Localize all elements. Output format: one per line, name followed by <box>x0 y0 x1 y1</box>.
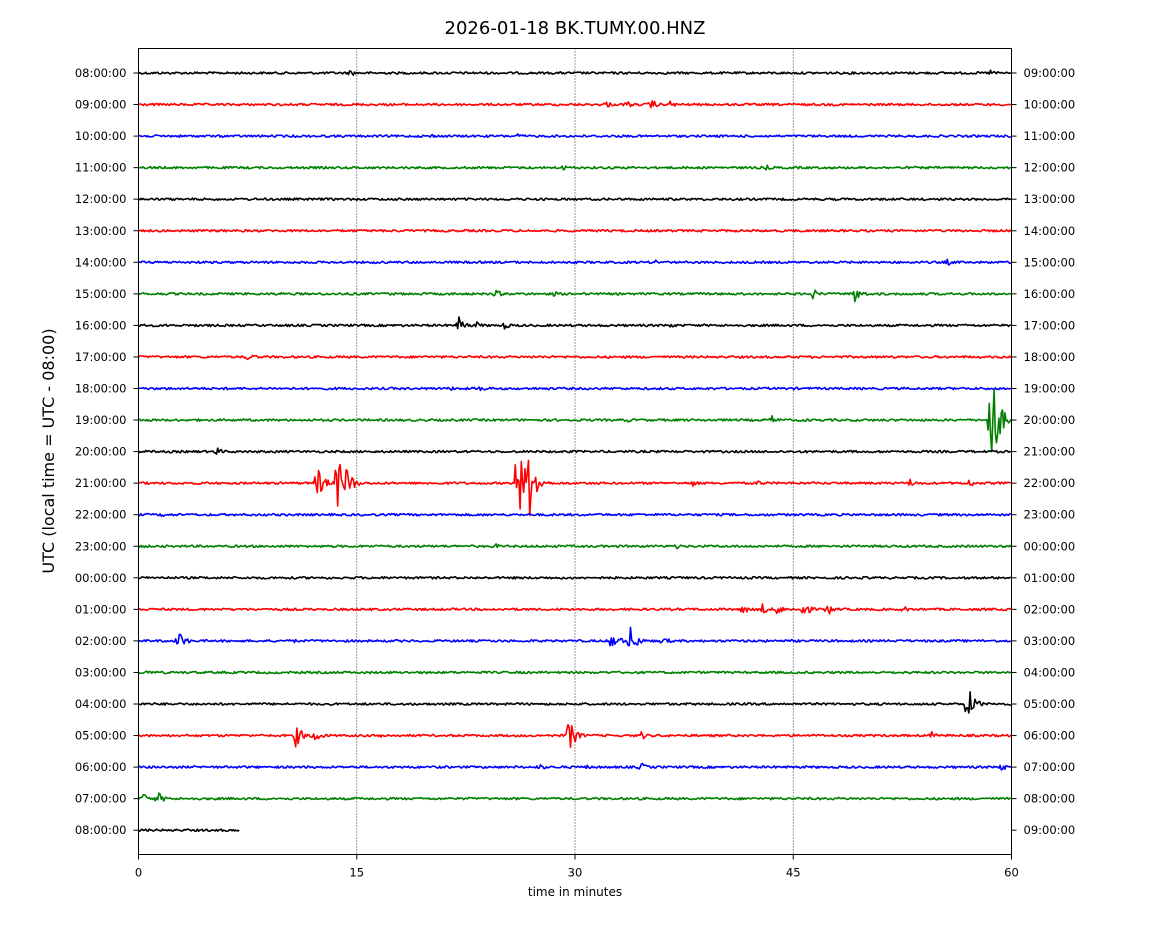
x-tick-label: 30 <box>568 866 583 880</box>
y-tick-label-local: 11:00:00 <box>1024 129 1076 143</box>
x-tick-label: 60 <box>1004 866 1019 880</box>
trace-line <box>138 164 1012 171</box>
x-tick-label: 0 <box>135 866 142 880</box>
y-tick-label-utc: 19:00:00 <box>75 413 127 427</box>
trace-line <box>138 389 1012 453</box>
trace-line <box>138 670 1012 675</box>
trace-line <box>138 691 1011 714</box>
y-tick-label-utc: 20:00:00 <box>75 445 127 459</box>
trace-line <box>138 575 1012 580</box>
y-tick-label-local: 04:00:00 <box>1024 665 1076 679</box>
y-tick-label-local: 22:00:00 <box>1024 476 1076 490</box>
trace-line <box>138 289 1012 303</box>
y-tick-label-utc: 10:00:00 <box>75 129 127 143</box>
y-tick-label-utc: 14:00:00 <box>75 255 127 269</box>
y-tick-label-local: 18:00:00 <box>1024 350 1076 364</box>
y-tick-label-utc: 22:00:00 <box>75 508 127 522</box>
y-tick-label-local: 23:00:00 <box>1024 508 1076 522</box>
y-tick-label-local: 14:00:00 <box>1024 224 1076 238</box>
y-tick-label-utc: 01:00:00 <box>75 602 127 616</box>
y-tick-label-utc: 08:00:00 <box>75 823 127 837</box>
y-tick-label-local: 13:00:00 <box>1024 192 1076 206</box>
y-tick-label-utc: 13:00:00 <box>75 224 127 238</box>
axis-ticks: 0 15 30 45 60 08:00:00 09:00:00 09:00:00 10:00:0… <box>75 66 1075 880</box>
y-tick-label-local: 06:00:00 <box>1024 729 1076 743</box>
trace-line <box>138 197 1012 202</box>
trace-line <box>138 316 1012 330</box>
trace-line <box>138 133 1011 139</box>
y-tick-label-utc: 12:00:00 <box>75 192 127 206</box>
y-tick-label-utc: 17:00:00 <box>75 350 127 364</box>
trace-line <box>137 792 1011 802</box>
x-tick-label: 15 <box>349 866 364 880</box>
y-tick-label-local: 08:00:00 <box>1024 792 1076 806</box>
y-tick-label-local: 05:00:00 <box>1024 697 1076 711</box>
y-tick-label-utc: 05:00:00 <box>75 729 127 743</box>
y-tick-label-utc: 08:00:00 <box>75 66 127 80</box>
y-tick-label-local: 12:00:00 <box>1024 161 1076 175</box>
trace-line <box>138 100 1012 109</box>
trace-line <box>138 603 1012 615</box>
y-axis-label: UTC (local time = UTC - 08:00) <box>39 328 58 573</box>
y-tick-label-local: 17:00:00 <box>1024 318 1076 332</box>
y-tick-label-utc: 09:00:00 <box>75 98 127 112</box>
y-tick-label-local: 00:00:00 <box>1024 539 1076 553</box>
y-tick-label-local: 19:00:00 <box>1024 382 1076 396</box>
y-tick-label-utc: 00:00:00 <box>75 571 127 585</box>
trace-line <box>138 459 1012 517</box>
y-tick-label-utc: 16:00:00 <box>75 318 127 332</box>
trace-line <box>137 354 1012 361</box>
trace-line <box>138 626 1012 647</box>
y-tick-label-utc: 07:00:00 <box>75 792 127 806</box>
trace-line <box>138 723 1012 749</box>
y-tick-label-utc: 03:00:00 <box>75 665 127 679</box>
y-tick-label-local: 07:00:00 <box>1024 760 1076 774</box>
y-tick-label-utc: 06:00:00 <box>75 760 127 774</box>
y-tick-label-local: 09:00:00 <box>1024 823 1076 837</box>
y-tick-label-utc: 18:00:00 <box>75 382 127 396</box>
trace-line <box>138 258 1012 266</box>
y-tick-label-utc: 21:00:00 <box>75 476 127 490</box>
x-tick-label: 45 <box>786 866 801 880</box>
y-tick-label-local: 10:00:00 <box>1024 98 1076 112</box>
trace-line <box>138 228 1012 233</box>
trace-line <box>137 543 1012 550</box>
y-tick-label-utc: 02:00:00 <box>75 634 127 648</box>
y-tick-label-local: 16:00:00 <box>1024 287 1076 301</box>
y-tick-label-local: 03:00:00 <box>1024 634 1076 648</box>
x-axis-label: time in minutes <box>528 885 622 899</box>
y-tick-label-utc: 15:00:00 <box>75 287 127 301</box>
trace-line <box>138 828 240 833</box>
y-tick-label-utc: 11:00:00 <box>75 161 127 175</box>
trace-line <box>138 386 1012 392</box>
y-tick-label-local: 20:00:00 <box>1024 413 1076 427</box>
y-tick-label-local: 15:00:00 <box>1024 255 1076 269</box>
trace-group <box>137 69 1012 833</box>
trace-line <box>138 69 1012 76</box>
y-tick-label-local: 21:00:00 <box>1024 445 1076 459</box>
chart-title: 2026-01-18 BK.TUMY.00.HNZ <box>445 18 706 39</box>
y-tick-label-local: 01:00:00 <box>1024 571 1076 585</box>
y-tick-label-local: 02:00:00 <box>1024 602 1076 616</box>
trace-line <box>138 762 1012 771</box>
y-tick-label-utc: 04:00:00 <box>75 697 127 711</box>
trace-line <box>137 447 1012 455</box>
y-tick-label-utc: 23:00:00 <box>75 539 127 553</box>
y-tick-label-local: 09:00:00 <box>1024 66 1076 80</box>
trace-line <box>138 512 1012 518</box>
